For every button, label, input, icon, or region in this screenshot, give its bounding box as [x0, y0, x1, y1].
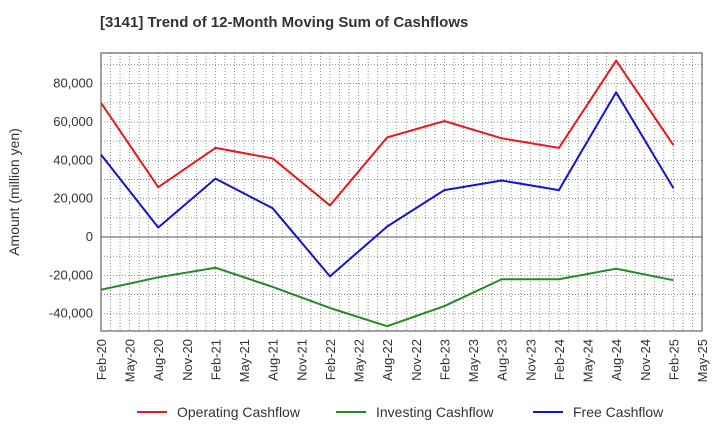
- y-tick-label: -20,000: [49, 267, 93, 282]
- grid-layer: [100, 53, 703, 331]
- legend: Operating Cashflow Investing Cashflow Free…: [0, 404, 720, 428]
- x-tick-label: Nov-22: [409, 339, 424, 381]
- x-tick-label: May-20: [123, 339, 138, 382]
- legend-swatch: [137, 411, 167, 413]
- plot-frame: [100, 52, 703, 332]
- x-tick-label: Nov-20: [180, 339, 195, 381]
- legend-item: Investing Cashflow: [336, 404, 494, 420]
- x-tick-label: May-25: [695, 339, 710, 382]
- x-tick-label: Aug-22: [380, 339, 395, 381]
- x-tick-label: Aug-20: [151, 339, 166, 381]
- legend-label: Investing Cashflow: [376, 404, 494, 420]
- series-layer: [100, 59, 675, 328]
- x-tick-label: May-22: [352, 339, 367, 382]
- y-tick-label: 0: [86, 229, 93, 244]
- x-tick-label: Feb-20: [94, 339, 109, 380]
- x-tick-label: Nov-23: [523, 339, 538, 381]
- y-tick-label: 80,000: [53, 76, 93, 91]
- x-tick-label: Aug-21: [266, 339, 281, 381]
- y-tick-label: -40,000: [49, 306, 93, 321]
- x-tick-label: Feb-22: [323, 339, 338, 380]
- x-tick-label: Nov-24: [638, 339, 653, 381]
- x-tick-label: May-21: [237, 339, 252, 382]
- x-tick-label: Feb-24: [552, 339, 567, 380]
- chart-title: [3141] Trend of 12-Month Moving Sum of C…: [100, 14, 469, 31]
- legend-item: Operating Cashflow: [137, 404, 300, 420]
- x-tick-label: Feb-23: [437, 339, 452, 380]
- legend-item: Free Cashflow: [533, 404, 663, 420]
- x-tick-label: Nov-21: [294, 339, 309, 381]
- axis-layer: [100, 52, 703, 332]
- x-tick-label: Aug-24: [609, 339, 624, 381]
- x-tick-label: May-24: [581, 339, 596, 382]
- x-tick-label: Feb-25: [666, 339, 681, 380]
- y-tick-label: 20,000: [53, 191, 93, 206]
- label-layer: 80,000 60,000 40,000 20,000 0 -20,000 -40,000 F…: [6, 76, 710, 383]
- y-axis-label: Amount (million yen): [6, 128, 22, 256]
- series-line-free-cashflow: [100, 91, 675, 278]
- legend-label: Operating Cashflow: [177, 404, 300, 420]
- legend-label: Free Cashflow: [573, 404, 664, 420]
- legend-swatch: [336, 411, 366, 413]
- x-tick-label: Feb-21: [208, 339, 223, 380]
- series-line-investing-cashflow: [100, 266, 674, 328]
- legend-swatch: [533, 411, 563, 413]
- x-tick-label: May-23: [466, 339, 481, 382]
- y-tick-label: 40,000: [53, 152, 93, 167]
- series-line-operating-cashflow: [100, 59, 675, 207]
- y-tick-label: 60,000: [53, 114, 93, 129]
- x-tick-label: Aug-23: [495, 339, 510, 381]
